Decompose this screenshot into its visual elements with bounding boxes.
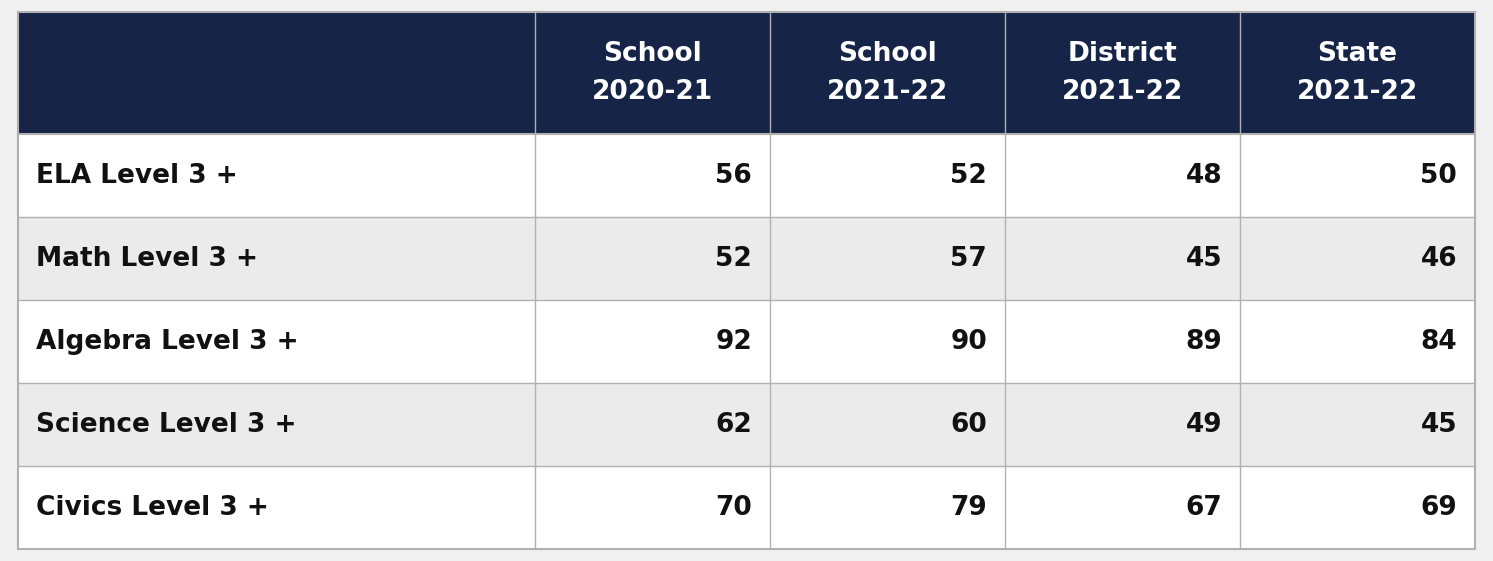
Text: Math Level 3 +: Math Level 3 +	[36, 246, 258, 272]
Bar	[18, 12, 1475, 135]
Text: ELA Level 3 +: ELA Level 3 +	[36, 163, 237, 189]
Text: 50: 50	[1420, 163, 1457, 189]
Bar	[18, 300, 1475, 383]
Text: Civics Level 3 +: Civics Level 3 +	[36, 495, 269, 521]
Text: 45: 45	[1185, 246, 1223, 272]
Text: 89: 89	[1185, 329, 1223, 355]
Text: School
2021-22: School 2021-22	[827, 41, 948, 105]
Text: 60: 60	[951, 412, 987, 438]
Text: 70: 70	[715, 495, 752, 521]
Text: 62: 62	[715, 412, 752, 438]
Text: 92: 92	[715, 329, 752, 355]
Text: Science Level 3 +: Science Level 3 +	[36, 412, 297, 438]
Text: District
2021-22: District 2021-22	[1062, 41, 1184, 105]
Text: 90: 90	[951, 329, 987, 355]
Text: 56: 56	[715, 163, 752, 189]
Text: 67: 67	[1185, 495, 1223, 521]
Text: School
2020-21: School 2020-21	[593, 41, 714, 105]
Bar	[18, 217, 1475, 300]
Bar	[18, 135, 1475, 217]
Text: 46: 46	[1420, 246, 1457, 272]
Bar	[18, 383, 1475, 466]
Text: 57: 57	[951, 246, 987, 272]
Text: 48: 48	[1185, 163, 1223, 189]
Text: 79: 79	[951, 495, 987, 521]
Text: 49: 49	[1185, 412, 1223, 438]
Bar	[18, 466, 1475, 549]
Text: 52: 52	[951, 163, 987, 189]
Text: 84: 84	[1420, 329, 1457, 355]
Text: Algebra Level 3 +: Algebra Level 3 +	[36, 329, 299, 355]
Text: State
2021-22: State 2021-22	[1297, 41, 1418, 105]
Text: 69: 69	[1420, 495, 1457, 521]
Text: 45: 45	[1420, 412, 1457, 438]
Text: 52: 52	[715, 246, 752, 272]
